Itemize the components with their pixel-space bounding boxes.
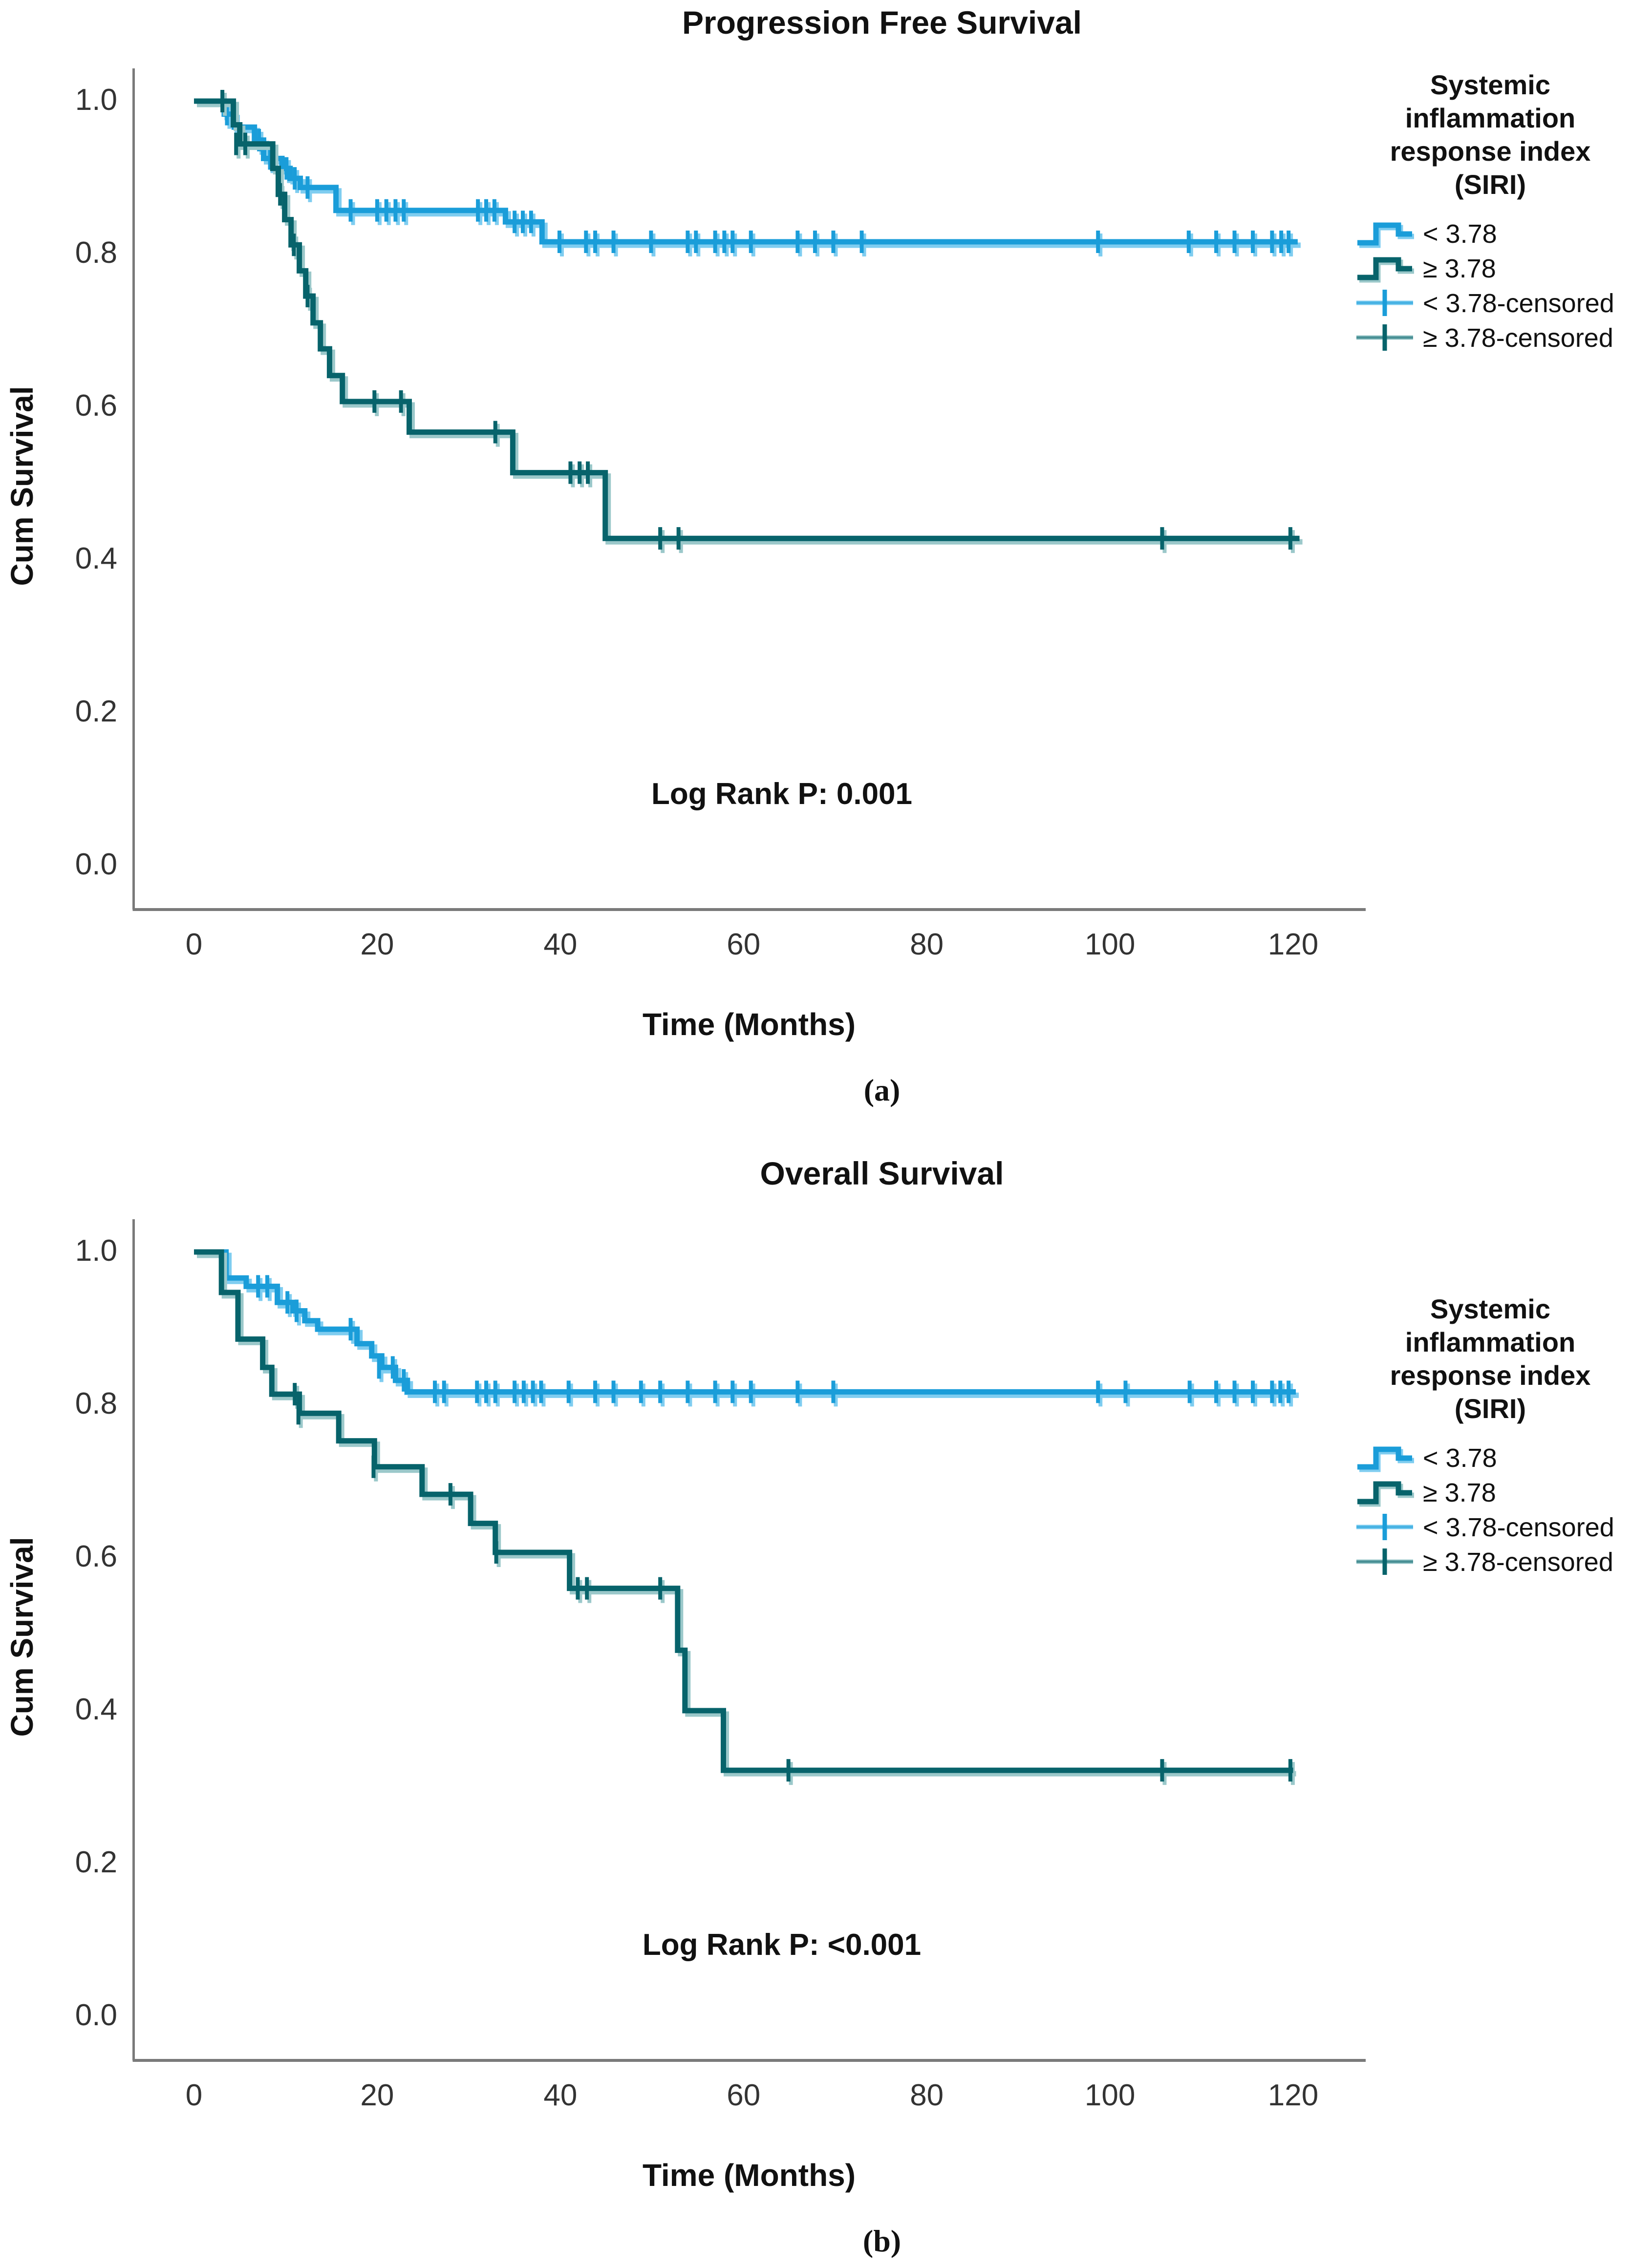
survival-curve-ge378 <box>194 98 1300 541</box>
panel-overall-survival: Overall Survival Cum Survival Time (Mont… <box>0 1151 1631 2268</box>
legend-title-line: inflammation <box>1405 1327 1576 1357</box>
legend-item-label: < 3.78 <box>1423 1443 1497 1473</box>
x-tick-label: 20 <box>360 2078 394 2112</box>
survival-curve-ge378 <box>194 1249 1293 1773</box>
survival-curve-shadow <box>197 102 1303 545</box>
legend-title: Systemic inflammation response index (SIRI) <box>1358 68 1622 201</box>
y-tick-label: 0.0 <box>75 1998 117 2032</box>
legend-censored-plus-icon <box>1356 1514 1413 1540</box>
x-tick-label: 60 <box>727 928 761 961</box>
legend-title-line: inflammation <box>1405 103 1576 133</box>
legend-title-line: Systemic <box>1430 1293 1550 1324</box>
page-title: Overall Survival <box>760 1155 1004 1191</box>
legend-step-line-icon <box>1357 222 1414 248</box>
y-tick-label: 0.0 <box>75 848 117 881</box>
legend-item-label: ≥ 3.78-censored <box>1423 323 1613 353</box>
x-tick-label: 40 <box>543 2078 578 2112</box>
x-tick-label: 100 <box>1084 2078 1136 2112</box>
legend-step-line-icon <box>1357 1481 1414 1507</box>
y-tick-label: 0.6 <box>75 1540 117 1573</box>
legend-step-line-icon <box>1357 257 1414 283</box>
y-tick-label: 0.8 <box>75 236 117 270</box>
panel-caption: (a) <box>863 1073 901 1107</box>
legend-title-line: (SIRI) <box>1454 1393 1526 1424</box>
x-axis-label: Time (Months) <box>642 2158 856 2193</box>
x-tick-label: 120 <box>1267 928 1319 961</box>
legend-title-line: response index <box>1390 1360 1591 1391</box>
x-tick-label: 80 <box>910 928 944 961</box>
survival-plot-a <box>132 68 1366 911</box>
legend-item-label: < 3.78-censored <box>1423 289 1614 318</box>
y-tick-label: 0.6 <box>75 389 117 423</box>
legend-item-label: ≥ 3.78-censored <box>1423 1547 1613 1577</box>
y-axis-label: Cum Survival <box>4 1537 40 1737</box>
x-tick-label: 20 <box>360 928 394 961</box>
legend-title-line: (SIRI) <box>1454 169 1526 200</box>
legend-censored-plus-icon <box>1356 1548 1413 1575</box>
survival-curve-shadow <box>197 102 1301 248</box>
y-tick-label: 0.4 <box>75 1693 117 1726</box>
x-tick-label: 120 <box>1267 2078 1319 2112</box>
y-tick-label: 1.0 <box>75 83 117 117</box>
legend-title-line: response index <box>1390 136 1591 167</box>
legend-censored-plus-icon <box>1356 290 1413 316</box>
panel-caption: (b) <box>862 2224 901 2258</box>
legend-item-label: < 3.78 <box>1423 219 1497 249</box>
panel-progression-free-survival: Progression Free Survival Cum Survival T… <box>4 4 1622 1107</box>
legend-item-label: ≥ 3.78 <box>1423 1478 1496 1507</box>
y-tick-label: 0.2 <box>75 1845 117 1879</box>
legend-title: Systemic inflammation response index (SIRI) <box>1358 1293 1622 1425</box>
log-rank-annotation: Log Rank P: <0.001 <box>642 1928 922 1962</box>
y-tick-label: 0.4 <box>75 542 117 575</box>
x-tick-label: 0 <box>185 928 203 961</box>
legend-item-label: ≥ 3.78 <box>1423 254 1496 283</box>
x-axis-label: Time (Months) <box>642 1007 856 1042</box>
legend-item-label: < 3.78-censored <box>1423 1513 1614 1542</box>
survival-plot-b <box>132 1219 1366 2062</box>
legend-censored-plus-icon <box>1356 324 1413 351</box>
y-tick-label: 0.2 <box>75 695 117 728</box>
page-title: Progression Free Survival <box>682 4 1082 41</box>
survival-curve-lt378 <box>194 98 1298 245</box>
y-tick-label: 1.0 <box>75 1234 117 1268</box>
y-axis-label: Cum Survival <box>4 386 40 586</box>
log-rank-annotation: Log Rank P: 0.001 <box>651 777 913 811</box>
x-tick-label: 0 <box>185 2078 203 2112</box>
legend-title-line: Systemic <box>1430 69 1550 100</box>
survival-curve-lt378 <box>194 1249 1296 1395</box>
survival-curve-shadow <box>197 1252 1299 1398</box>
x-tick-label: 60 <box>727 2078 761 2112</box>
x-tick-label: 100 <box>1084 928 1136 961</box>
y-tick-label: 0.8 <box>75 1387 117 1420</box>
x-tick-label: 80 <box>910 2078 944 2112</box>
legend-step-line-icon <box>1357 1446 1414 1472</box>
x-tick-label: 40 <box>543 928 578 961</box>
